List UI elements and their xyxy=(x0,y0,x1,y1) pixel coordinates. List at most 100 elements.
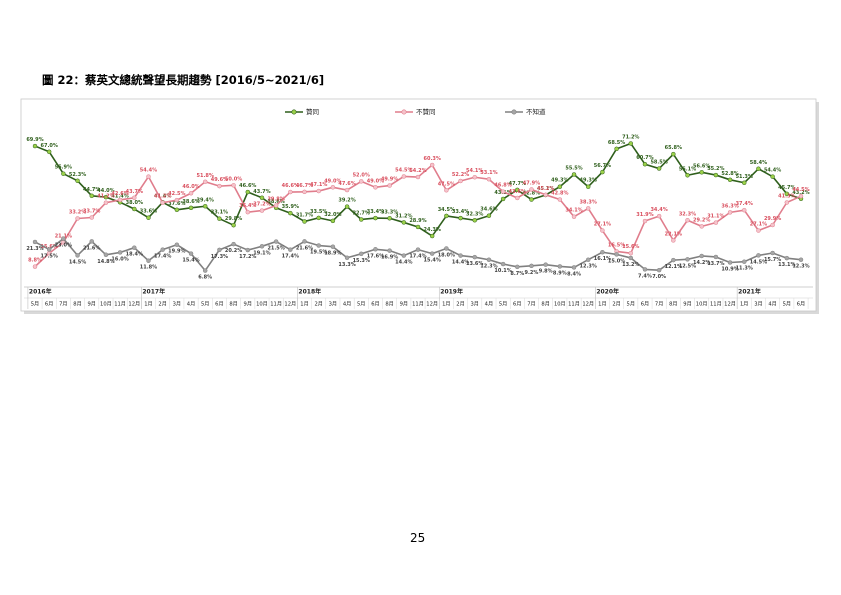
data-point xyxy=(784,255,790,261)
data-point xyxy=(486,257,492,262)
data-point xyxy=(75,253,80,258)
data-point xyxy=(302,239,307,244)
data-label: 11.8% xyxy=(140,265,157,271)
data-point xyxy=(359,179,364,184)
data-point xyxy=(742,180,747,186)
data-label: 44.0% xyxy=(97,188,114,194)
x-group-label: 2021年 xyxy=(738,288,761,296)
data-point xyxy=(75,178,80,184)
data-point xyxy=(798,193,804,199)
data-point xyxy=(117,250,123,255)
data-label: 12.3% xyxy=(580,264,597,270)
data-point xyxy=(713,220,719,225)
data-label: 51.3% xyxy=(736,174,753,180)
data-point xyxy=(543,192,548,198)
data-label: 58.4% xyxy=(750,160,767,166)
x-tick-label: 8月 xyxy=(541,301,550,308)
data-point xyxy=(472,174,477,180)
x-tick-label: 1月 xyxy=(598,301,607,308)
x-group-label: 2016年 xyxy=(29,288,52,296)
data-label: 37.6% xyxy=(168,201,185,207)
data-point xyxy=(784,191,790,197)
data-point xyxy=(656,166,662,171)
data-label: 21.3% xyxy=(26,246,43,252)
data-point xyxy=(387,248,392,253)
data-label: 58.5% xyxy=(650,160,667,166)
data-label: 17.5% xyxy=(41,253,58,259)
data-label: 29.2% xyxy=(693,217,710,223)
data-point xyxy=(132,245,137,250)
data-label: 16.5% xyxy=(608,242,625,248)
data-point xyxy=(486,213,492,218)
x-tick-label: 8月 xyxy=(385,301,394,308)
data-label: 33.2% xyxy=(69,209,86,215)
data-label: 12.1% xyxy=(665,264,682,270)
x-tick-label: 4月 xyxy=(343,301,352,308)
data-label: 29.8% xyxy=(225,216,242,222)
data-label: 44.7% xyxy=(83,187,100,193)
data-label: 10.9% xyxy=(721,266,738,272)
data-point xyxy=(401,253,407,258)
data-label: 69.9% xyxy=(26,137,43,143)
x-tick-label: 1月 xyxy=(740,301,749,308)
data-label: 42.6% xyxy=(111,191,128,197)
x-tick-label: 11月 xyxy=(114,301,126,308)
data-label: 21.6% xyxy=(296,245,313,251)
data-label: 17.4% xyxy=(409,254,426,260)
data-point xyxy=(628,141,634,146)
data-label: 18.9% xyxy=(324,251,341,257)
x-group-label: 2017年 xyxy=(142,288,165,296)
x-tick-label: 12月 xyxy=(582,301,594,308)
data-label: 41.3% xyxy=(778,194,795,200)
x-tick-label: 12月 xyxy=(284,301,296,308)
data-point xyxy=(585,184,591,189)
data-point xyxy=(32,239,38,245)
data-label: 47.1% xyxy=(310,182,327,188)
data-label: 32.0% xyxy=(324,212,341,218)
data-label: 21.5% xyxy=(267,246,284,252)
data-point xyxy=(429,233,435,239)
data-point xyxy=(742,259,747,264)
data-point xyxy=(316,188,321,194)
data-point xyxy=(529,263,534,269)
data-label: 50.0% xyxy=(225,176,242,182)
x-tick-label: 2月 xyxy=(456,301,465,308)
data-point xyxy=(202,204,208,209)
legend-label: 不贊同 xyxy=(416,107,436,116)
data-point xyxy=(699,170,704,175)
data-point xyxy=(515,195,520,201)
data-label: 51.8% xyxy=(197,173,214,179)
data-point xyxy=(671,238,676,243)
data-label: 15.7% xyxy=(764,257,781,263)
data-label: 15.6% xyxy=(622,244,639,250)
data-label: 16.1% xyxy=(594,256,611,262)
data-label: 65.8% xyxy=(665,145,682,151)
data-point xyxy=(259,244,265,249)
data-label: 33.4% xyxy=(367,209,384,215)
data-point xyxy=(529,187,534,192)
legend-marker xyxy=(401,109,407,115)
data-label: 36.4% xyxy=(239,203,256,209)
data-point xyxy=(685,173,690,178)
data-label: 47.6% xyxy=(338,181,355,187)
data-point xyxy=(103,200,109,205)
x-tick-label: 11月 xyxy=(412,301,424,308)
data-label: 16.0% xyxy=(111,256,128,262)
data-label: 7.4% xyxy=(638,273,652,279)
data-label: 17.4% xyxy=(282,254,299,260)
data-point xyxy=(330,218,336,224)
data-point xyxy=(642,161,648,167)
data-point xyxy=(600,249,605,255)
data-label: 55.1% xyxy=(679,166,696,172)
data-point xyxy=(245,247,251,253)
x-tick-label: 11月 xyxy=(568,301,580,308)
data-point xyxy=(756,228,761,233)
data-label: 54.5% xyxy=(395,167,412,173)
data-label: 29.9% xyxy=(764,216,781,222)
data-label: 16.9% xyxy=(381,255,398,261)
data-point xyxy=(727,177,733,183)
data-label: 49.6% xyxy=(211,177,228,183)
data-point xyxy=(571,172,577,177)
data-point xyxy=(529,197,534,202)
